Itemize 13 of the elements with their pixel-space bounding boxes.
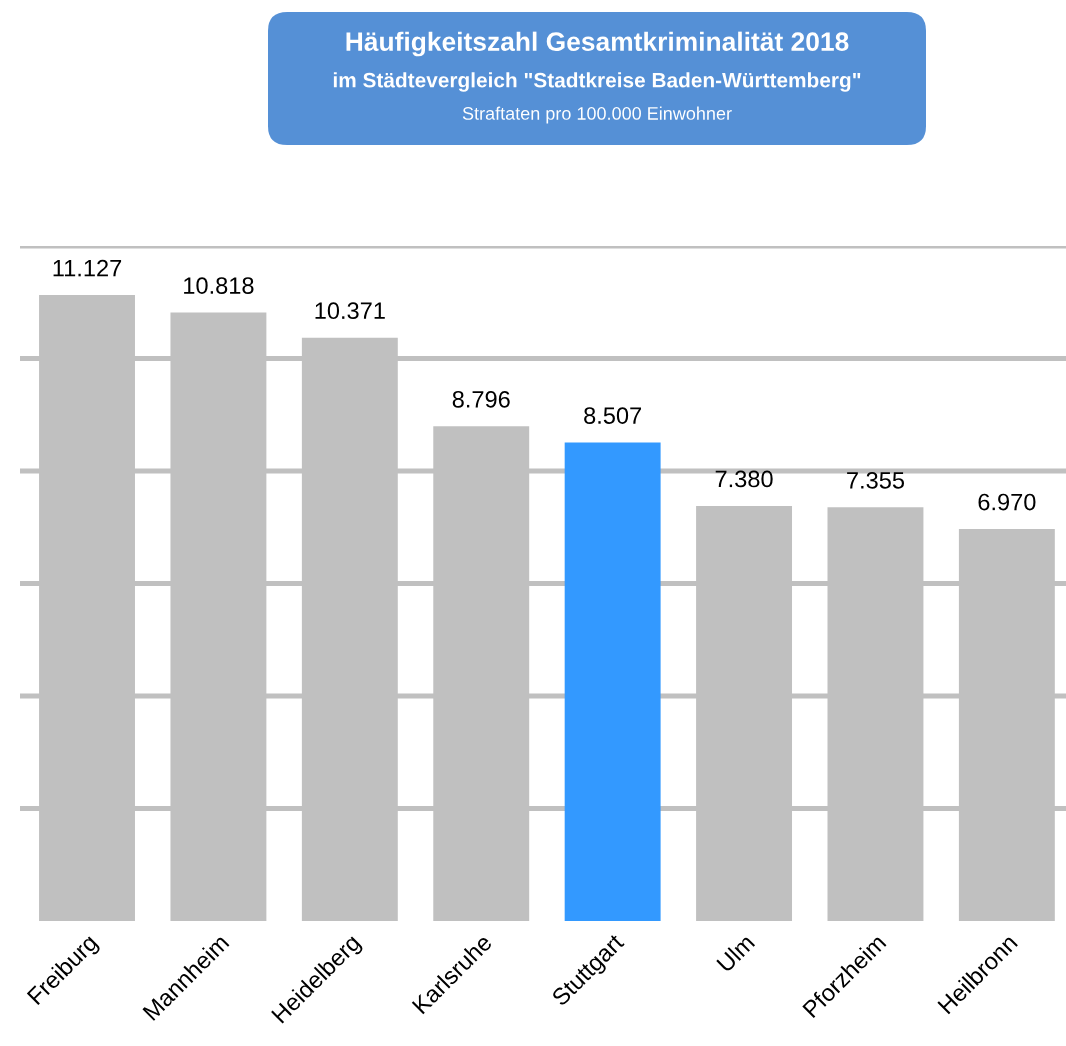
- bar: [564, 442, 661, 921]
- data-label: 6.970: [978, 493, 1036, 511]
- chart-subtitle: im Städtevergleich "Stadtkreise Baden-Württemberg": [333, 72, 861, 92]
- data-label: 8.796: [452, 390, 510, 408]
- data-label: 8.507: [584, 407, 642, 424]
- text: Straftaten pro 100.000 Einwohner: [462, 106, 732, 124]
- data-label: 7.380: [715, 470, 773, 488]
- data-label: 7.355: [847, 472, 905, 489]
- x-tick-label: Ulm: [715, 933, 756, 973]
- chart-title: Häufigkeitszahl Gesamtkriminalität 2018: [346, 31, 849, 57]
- data-label: 11.127: [53, 259, 122, 277]
- data-label: 10.818: [184, 277, 254, 294]
- data-label: 10.371: [315, 302, 385, 320]
